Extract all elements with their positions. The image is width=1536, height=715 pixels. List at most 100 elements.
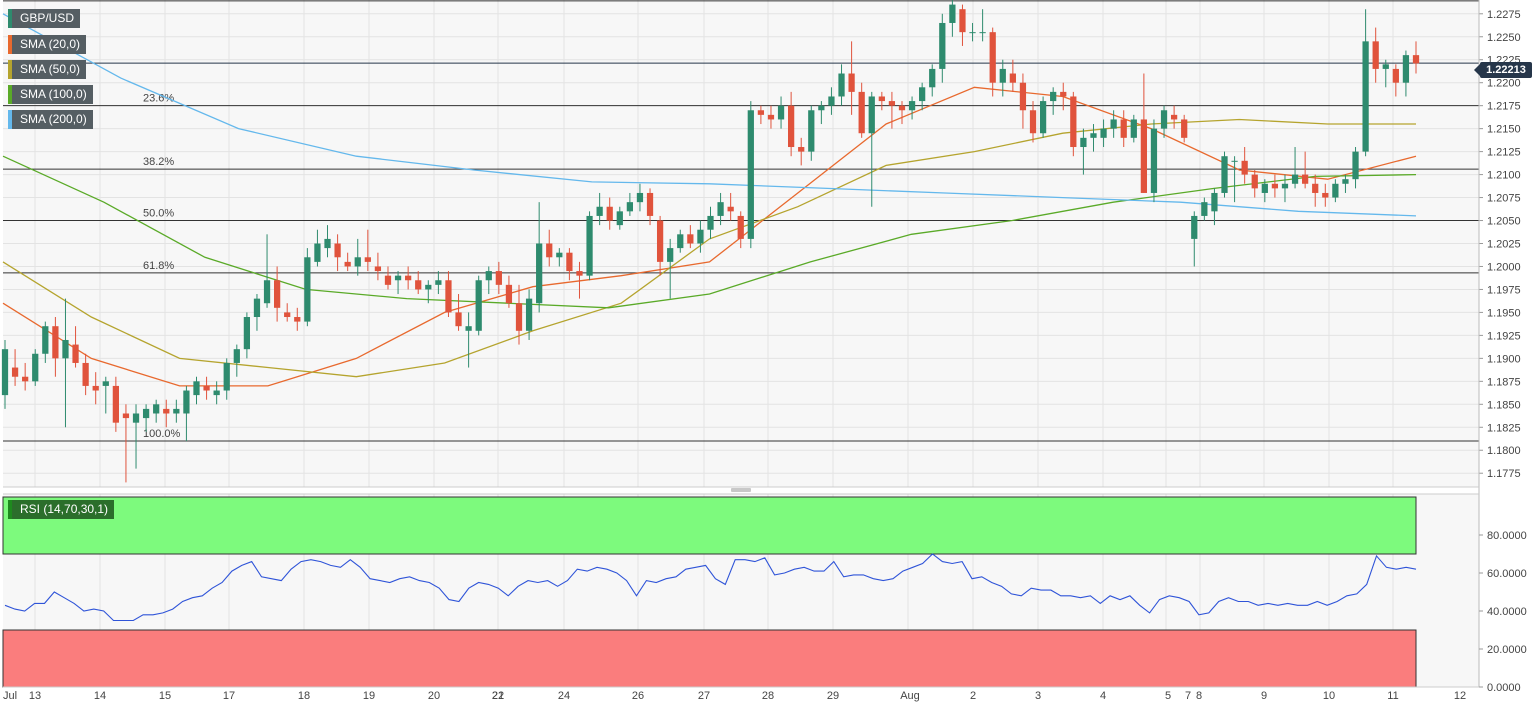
fib-label: 61.8% [143,260,174,272]
candle-up [1039,101,1047,134]
candle-up [838,73,845,97]
x-tick-label: 26 [632,690,644,702]
y-tick-label: 1.2225 [1487,55,1521,67]
candle-down [384,275,392,285]
x-tick-label: 7 [1185,690,1191,702]
candle-up [1080,137,1087,148]
candle-up [586,215,593,276]
candle-down [273,280,281,308]
candle-up [979,32,986,34]
candle-down [1060,91,1067,97]
x-tick-label: 9 [1261,690,1267,702]
rsi-y-tick-label: 80.0000 [1487,530,1527,542]
x-tick-label: 14 [94,690,106,702]
legend-gbpusd[interactable]: GBP/USD [8,9,81,28]
candle-up [213,390,220,396]
candle-down [203,385,210,391]
y-tick-label: 1.1850 [1487,399,1521,411]
candle-up [102,381,109,386]
candle-up [142,408,150,419]
candle-up [465,326,472,331]
candle-up [717,202,724,216]
y-tick-label: 1.1925 [1487,330,1521,342]
candle-down [294,317,301,322]
candle-down [284,312,291,318]
x-tick-label: 12 [1454,690,1466,702]
candle-up [1211,192,1218,212]
candle-down [1170,114,1178,120]
candle-down [959,9,966,33]
x-tick-label: 19 [363,690,375,702]
candle-down [878,96,885,102]
candle-down [757,110,765,115]
x-tick-label: Jul [3,690,17,702]
candle-up [435,280,442,285]
x-tick-label: 3 [1035,690,1041,702]
candle-down [334,243,341,258]
candle-down [606,206,613,221]
candle-down [989,32,996,83]
x-tick-label: 27 [698,690,710,702]
candle-up [263,280,271,304]
candle-down [646,192,654,216]
candle-down [1070,96,1077,148]
legend-sma-20[interactable]: SMA (20,0) [8,35,87,54]
candle-up [233,349,240,363]
candle-down [1322,192,1329,198]
x-tick-label: 11 [1387,690,1398,702]
candle-down [515,303,523,331]
x-tick-label: 17 [223,690,235,702]
candle-up [536,243,543,304]
candle-up [425,284,432,290]
candle-up [223,362,230,391]
candle-up [777,105,785,120]
x-tick-label: 2 [970,690,976,702]
candle-up [153,404,160,414]
candle-up [949,4,956,23]
candle-down [1140,119,1148,193]
y-tick-label: 1.2100 [1487,170,1521,182]
legend-sma-50[interactable]: SMA (50,0) [8,60,87,79]
candle-up [1090,133,1097,138]
candle-up [1342,179,1349,184]
candle-down [1019,82,1027,111]
y-tick-label: 1.2150 [1487,124,1521,136]
candle-up [1150,128,1158,193]
candle-up [173,408,180,414]
candle-up [808,110,815,152]
y-tick-label: 1.1900 [1487,353,1521,365]
candle-down [122,413,130,419]
x-tick-label: 15 [159,690,171,702]
pane-resize-handle[interactable] [731,488,751,492]
candle-down [405,275,412,281]
candle-up [999,68,1006,83]
candle-down [1009,73,1016,83]
candle-up [939,22,946,69]
candle-down [788,105,795,148]
candle-up [596,206,603,216]
x-tick-label: Aug [900,690,920,702]
candle-up [636,192,644,203]
candle-up [1231,160,1238,162]
candle-down [1251,174,1258,189]
candle-down [1181,119,1188,138]
rsi-legend[interactable]: RSI (14,70,30,1) [8,500,115,519]
y-tick-label: 1.2250 [1487,32,1521,44]
rsi-line [4,553,1417,622]
legend-sma-100[interactable]: SMA (100,0) [8,85,93,104]
candle-up [62,339,69,359]
candle-down [656,220,664,262]
candle-up [253,298,261,318]
fib-label: 100.0% [143,428,181,440]
candle-up [1352,151,1359,180]
rsi-y-tick-label: 60.0000 [1487,568,1527,580]
candle-down [858,91,865,134]
fib-label: 23.6% [143,93,174,105]
candle-down [82,362,89,386]
fib-label: 50.0% [143,208,174,220]
legend-sma-200[interactable]: SMA (200,0) [8,110,93,129]
candle-up [1221,156,1228,193]
candle-up [1050,91,1057,102]
candle-layer [1,0,1420,483]
y-tick-label: 1.2125 [1487,147,1521,159]
